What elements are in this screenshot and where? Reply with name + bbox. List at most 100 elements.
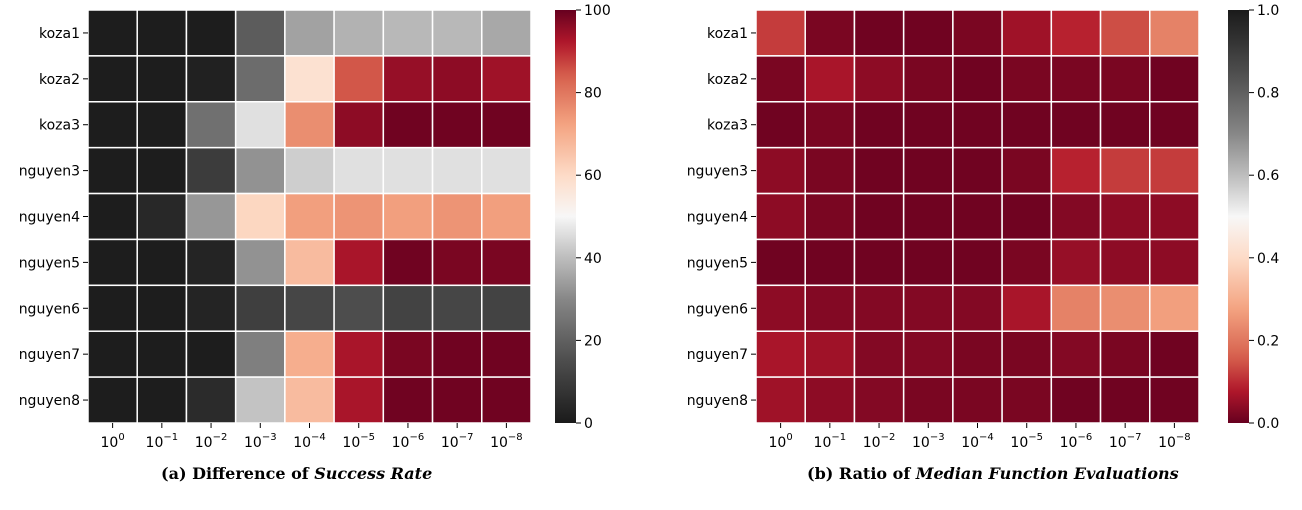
heatmap-cell xyxy=(804,376,856,424)
heatmap-cell xyxy=(755,192,806,241)
heatmap-cell xyxy=(853,330,905,378)
x-tick-label: 10−1 xyxy=(814,432,847,451)
heatmap-cell xyxy=(234,376,286,424)
heatmap-cell xyxy=(382,146,434,195)
caption-b-emphasis: Median Function Evaluations xyxy=(915,464,1179,483)
x-tick-label: 10−7 xyxy=(1109,432,1142,451)
colorbar-tick-label: 60 xyxy=(584,168,602,184)
heatmap-cell xyxy=(185,9,237,57)
heatmap-cell xyxy=(284,284,335,332)
colorbar-tick-label: 40 xyxy=(584,251,602,267)
x-tick-label: 10−7 xyxy=(441,432,474,451)
heatmap-cell xyxy=(1050,376,1102,424)
heatmap-cell xyxy=(234,238,286,287)
heatmap-cell xyxy=(804,55,856,103)
heatmap-cell xyxy=(382,284,434,332)
heatmap-cell xyxy=(804,330,856,378)
x-tick-label: 10−3 xyxy=(244,432,277,451)
heatmap-cell xyxy=(87,146,138,195)
heatmap-cell xyxy=(1149,238,1200,287)
heatmap-cell xyxy=(185,146,237,195)
heatmap-cell xyxy=(952,192,1003,241)
heatmap-cell xyxy=(481,55,532,103)
heatmap-cell xyxy=(902,9,954,57)
y-tick-label: koza1 xyxy=(707,26,748,42)
colorbar xyxy=(555,10,576,423)
heatmap-cell xyxy=(952,284,1003,332)
heatmap-cell xyxy=(284,146,335,195)
heatmap-success-rate-difference: koza1 koza2 koza3 nguyen3 nguyen4 nguyen5 nguy… xyxy=(19,3,611,451)
heatmap-cell xyxy=(853,284,905,332)
heatmap-cell xyxy=(1001,376,1053,424)
heatmap-cell xyxy=(234,330,286,378)
heatmap-cell xyxy=(333,376,385,424)
heatmap-cell xyxy=(481,284,532,332)
heatmap-cell xyxy=(333,55,385,103)
colorbar-tick-label: 0.4 xyxy=(1257,251,1279,267)
heatmap-cell xyxy=(136,238,188,287)
heatmap-cell xyxy=(1149,9,1200,57)
heatmap-cell xyxy=(755,238,806,287)
y-tick-label: nguyen3 xyxy=(687,164,748,180)
caption-a: (a) Difference of Success Rate xyxy=(161,464,432,483)
heatmap-cell xyxy=(87,9,138,57)
heatmap-cell xyxy=(1050,192,1102,241)
y-tick-label: nguyen3 xyxy=(19,164,80,180)
heatmap-median-evaluations-ratio: koza1 koza2 koza3 nguyen3 nguyen4 nguyen5 nguy… xyxy=(687,3,1280,451)
heatmap-cell xyxy=(853,55,905,103)
heatmap-cell xyxy=(284,9,335,57)
heatmap-cell xyxy=(1099,238,1151,287)
heatmap-cell xyxy=(853,376,905,424)
heatmap-cell xyxy=(853,101,905,149)
heatmap-cell xyxy=(382,330,434,378)
heatmap-cell xyxy=(1149,101,1200,149)
y-tick-label: nguyen4 xyxy=(687,210,748,226)
colorbar-tick-label: 80 xyxy=(584,86,602,102)
heatmap-cell xyxy=(481,146,532,195)
y-tick-label: nguyen5 xyxy=(19,255,80,271)
heatmap-cell xyxy=(804,101,856,149)
heatmap-cell xyxy=(902,146,954,195)
heatmap-cell xyxy=(1050,146,1102,195)
heatmap-cell xyxy=(234,192,286,241)
x-tick-label: 10−2 xyxy=(195,432,228,451)
heatmap-cell xyxy=(1050,284,1102,332)
heatmap-cell xyxy=(1099,101,1151,149)
heatmap-cell xyxy=(431,192,483,241)
heatmap-cell xyxy=(481,192,532,241)
y-tick-label: nguyen8 xyxy=(687,393,748,409)
heatmap-cell xyxy=(185,101,237,149)
heatmap-cell xyxy=(284,192,335,241)
heatmap-cell xyxy=(902,376,954,424)
heatmap-cell xyxy=(382,101,434,149)
y-tick-label: nguyen6 xyxy=(19,301,80,317)
heatmap-cell xyxy=(87,101,138,149)
heatmap-cell xyxy=(952,146,1003,195)
heatmap-cell xyxy=(333,101,385,149)
heatmap-cell xyxy=(431,330,483,378)
heatmap-cell xyxy=(284,376,335,424)
colorbar-tick-label: 0.6 xyxy=(1257,168,1279,184)
heatmap-cell xyxy=(952,101,1003,149)
heatmap-cell xyxy=(1149,55,1200,103)
heatmap-cell xyxy=(431,238,483,287)
heatmap-cell xyxy=(1099,192,1151,241)
heatmap-cell xyxy=(902,284,954,332)
heatmap-cell xyxy=(234,146,286,195)
heatmap-cell xyxy=(87,330,138,378)
heatmap-cell xyxy=(333,238,385,287)
heatmap-cell xyxy=(804,238,856,287)
heatmap-cell xyxy=(185,330,237,378)
colorbar-tick-label: 100 xyxy=(584,3,611,19)
caption-a-prefix: (a) Difference of xyxy=(161,464,315,483)
heatmap-cell xyxy=(1050,101,1102,149)
y-tick-label: nguyen8 xyxy=(19,393,80,409)
heatmap-cell xyxy=(481,376,532,424)
heatmap-cell xyxy=(382,238,434,287)
heatmap-cell xyxy=(481,330,532,378)
heatmap-cell xyxy=(1099,330,1151,378)
heatmap-cell xyxy=(1001,284,1053,332)
y-tick-label: nguyen7 xyxy=(687,347,748,363)
heatmap-cell xyxy=(284,238,335,287)
heatmap-cell xyxy=(755,9,806,57)
